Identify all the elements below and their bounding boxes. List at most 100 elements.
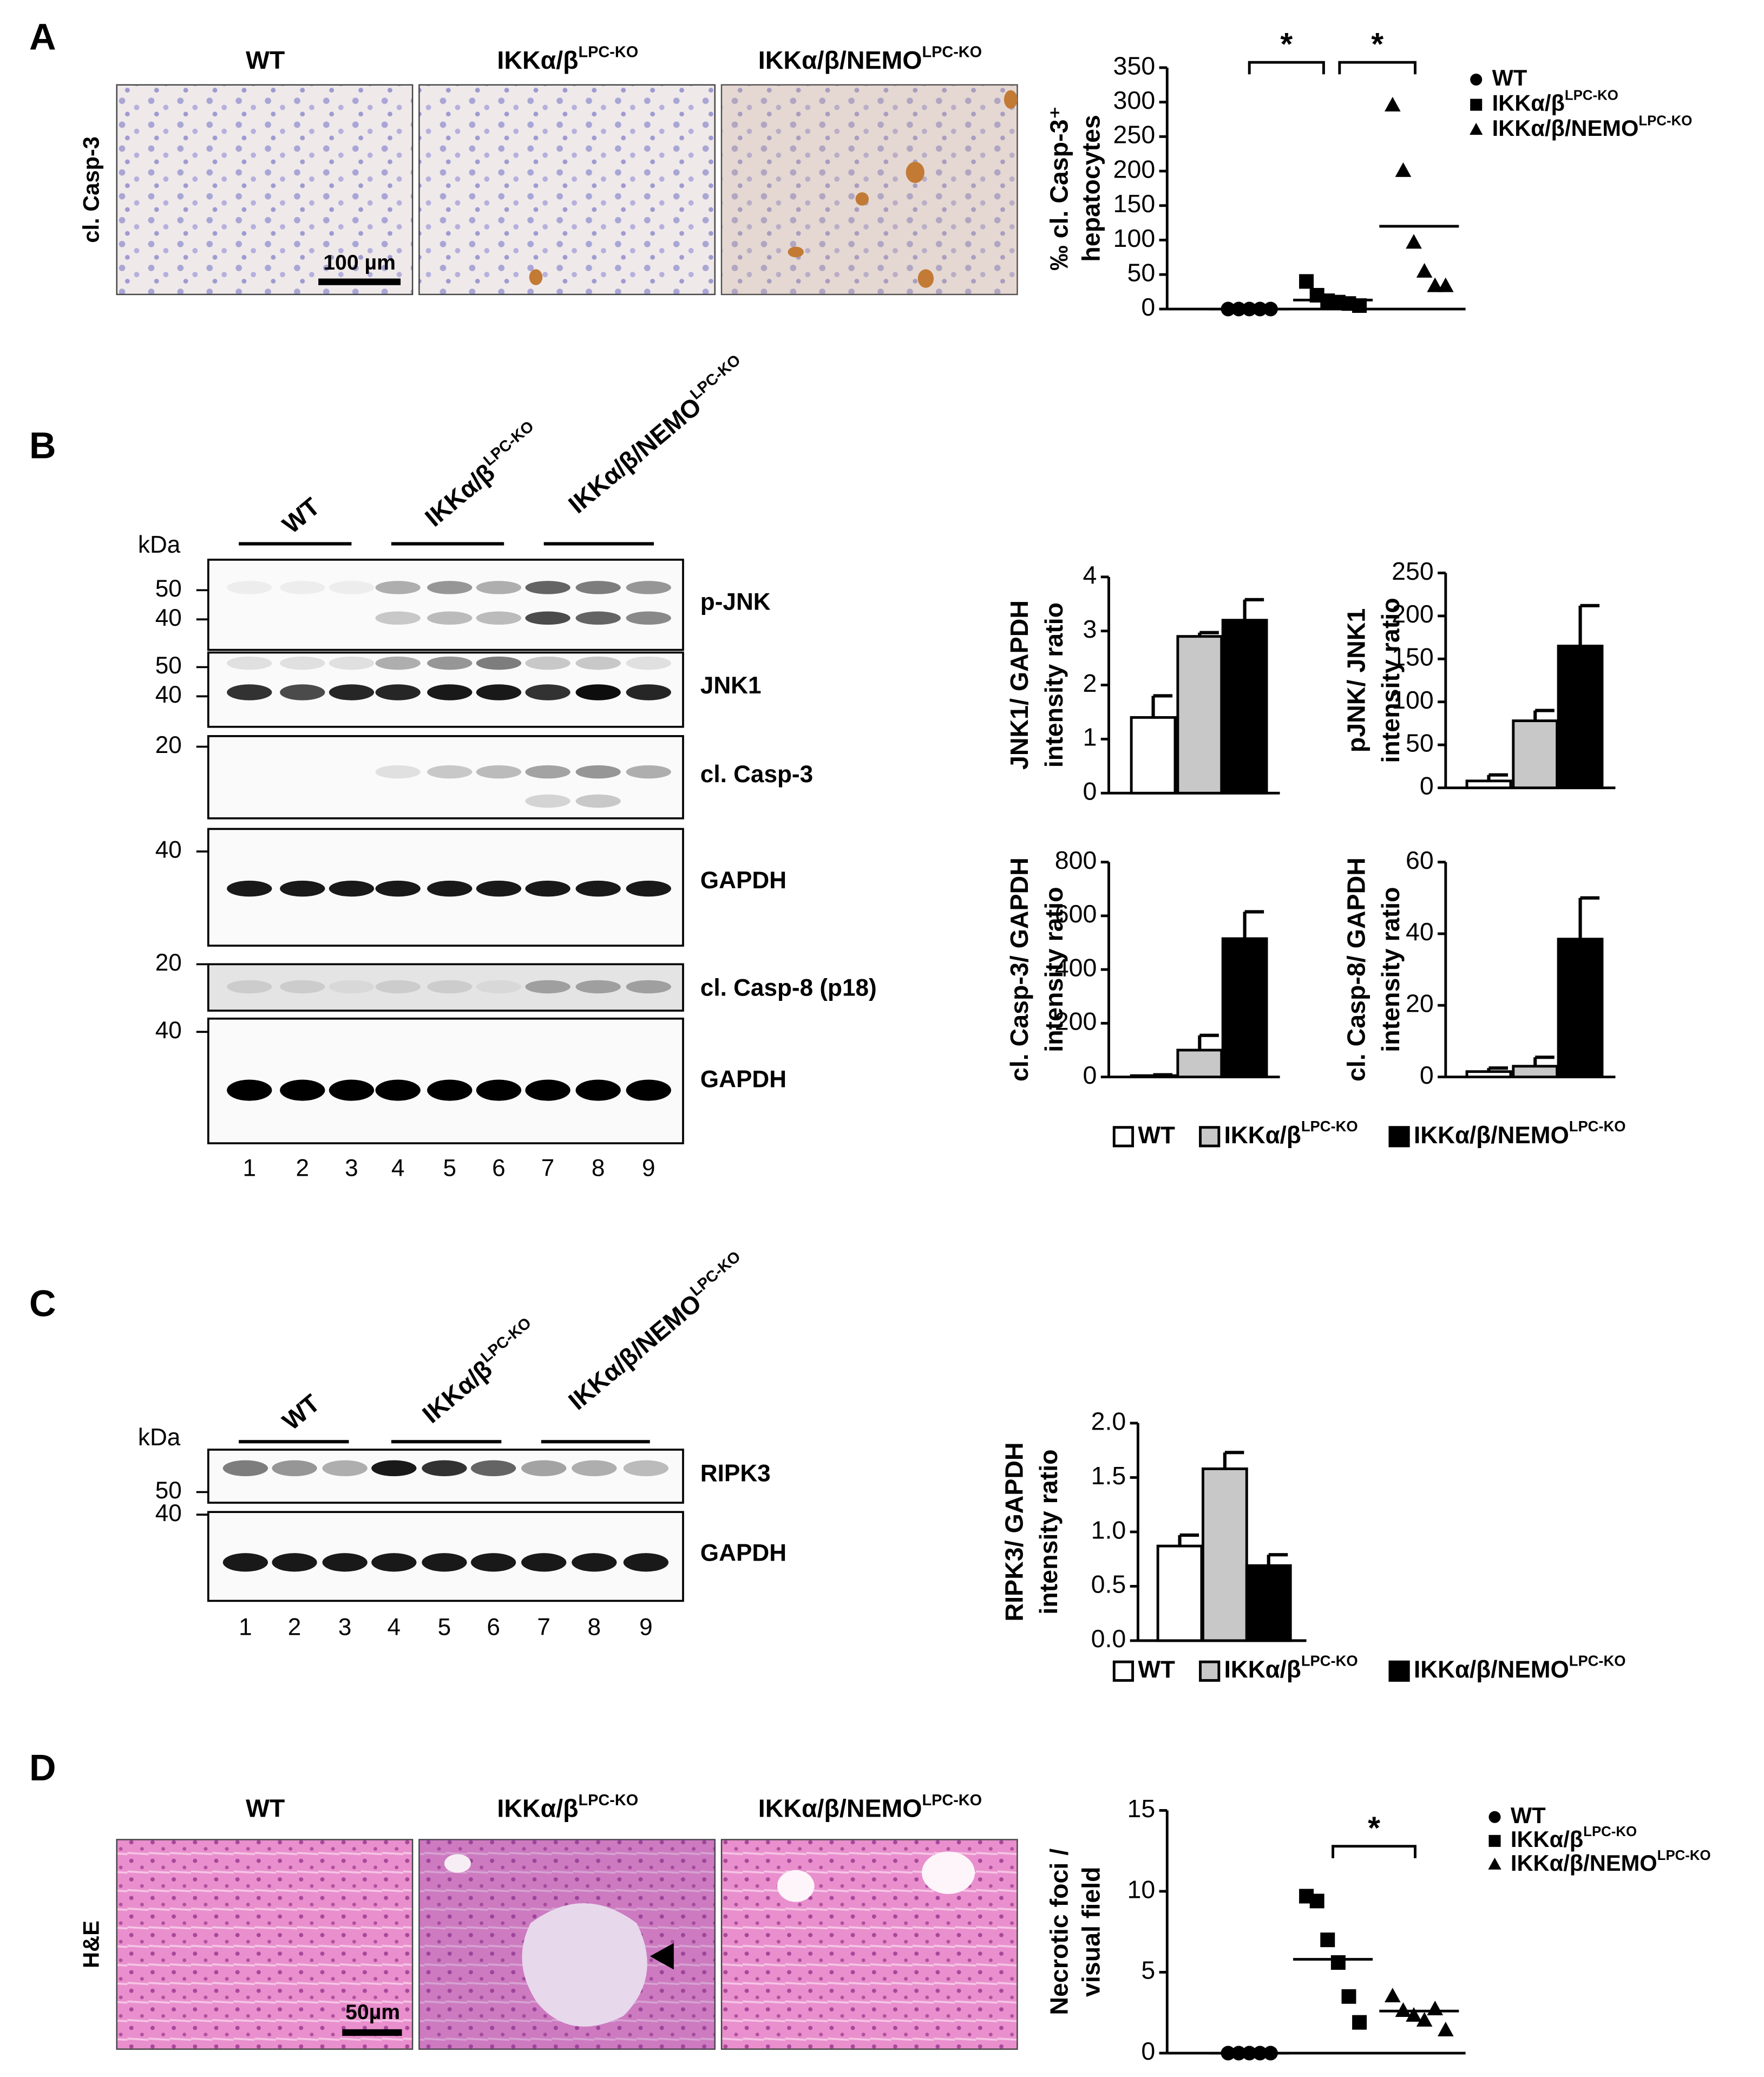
bar bbox=[1221, 619, 1268, 795]
y-tick-label: 150 bbox=[1113, 189, 1156, 218]
y-tick-label: 0.0 bbox=[1091, 1624, 1126, 1653]
lane-number: 4 bbox=[391, 1155, 405, 1182]
text-main: IKKα/β/NEMO bbox=[758, 1794, 922, 1823]
point bbox=[1488, 1857, 1501, 1870]
marker-label: 40 bbox=[155, 605, 182, 631]
y-tick-label: 0 bbox=[1083, 1061, 1097, 1089]
point bbox=[1309, 1893, 1324, 1909]
group-header: WT bbox=[277, 1389, 325, 1436]
blot-band bbox=[227, 1079, 272, 1101]
legend-label: IKKα/βLPC-KO bbox=[1224, 1653, 1358, 1683]
point bbox=[1385, 1988, 1401, 2003]
blot-band bbox=[470, 1460, 516, 1477]
protein-label: RIPK3 bbox=[700, 1460, 771, 1486]
y-axis-label: Necrotic foci / bbox=[1045, 1849, 1073, 2015]
point bbox=[1438, 277, 1454, 292]
blot-band bbox=[427, 880, 473, 897]
text-main: IKKα/β bbox=[417, 1355, 497, 1429]
micrograph bbox=[720, 84, 1018, 296]
blot-band bbox=[329, 1079, 375, 1101]
marker-label: 50 bbox=[155, 575, 182, 602]
necrotic-focus bbox=[522, 1903, 647, 2027]
marker-label: 50 bbox=[155, 652, 182, 679]
blot-band bbox=[525, 684, 570, 700]
y-axis-label: intensity ratio bbox=[1034, 1449, 1063, 1614]
scale-bar bbox=[342, 2029, 402, 2036]
lane-number: 7 bbox=[541, 1155, 555, 1182]
group-header: WT bbox=[277, 493, 325, 539]
point bbox=[1330, 1955, 1346, 1970]
text-sup: LPC-KO bbox=[1301, 1118, 1358, 1135]
text-main: IKKα/β bbox=[1224, 1656, 1301, 1683]
lane-number: 6 bbox=[492, 1155, 506, 1182]
lane-number: 1 bbox=[242, 1155, 256, 1182]
y-tick-label: 1 bbox=[1083, 723, 1097, 751]
blot-band bbox=[222, 1553, 268, 1572]
lane-number: 5 bbox=[438, 1614, 451, 1640]
blot-band bbox=[626, 581, 671, 594]
text-sup: LPC-KO bbox=[480, 417, 537, 469]
panel-label: D bbox=[29, 1747, 56, 1788]
y-axis-label: pJNK/ JNK1 bbox=[1342, 608, 1370, 752]
point bbox=[1406, 2007, 1422, 2022]
blot-band bbox=[375, 684, 421, 700]
y-tick-label: 800 bbox=[1055, 846, 1097, 874]
blot-band bbox=[476, 581, 522, 594]
text-sup: LPC-KO bbox=[1301, 1653, 1358, 1669]
y-axis-label: intensity ratio bbox=[1376, 598, 1405, 763]
blot-band bbox=[525, 1079, 570, 1101]
micrographs-a bbox=[116, 84, 1018, 296]
blot-band bbox=[623, 1460, 669, 1477]
panel-label: A bbox=[29, 16, 56, 58]
text-main: WT bbox=[277, 1389, 325, 1436]
y-tick-label: 0 bbox=[1141, 293, 1155, 321]
point bbox=[1470, 122, 1483, 135]
blot-band bbox=[525, 656, 570, 670]
point bbox=[1299, 274, 1314, 289]
bar bbox=[1557, 644, 1604, 789]
y-axis-label: intensity ratio bbox=[1376, 887, 1405, 1052]
blot-band bbox=[227, 581, 272, 594]
y-tick-label: 200 bbox=[1055, 1007, 1097, 1036]
point bbox=[1488, 1811, 1501, 1823]
point bbox=[1416, 2012, 1433, 2027]
blot-band bbox=[575, 611, 621, 625]
bar bbox=[1465, 1070, 1512, 1079]
blot-band bbox=[227, 880, 272, 897]
text-sup: LPC-KO bbox=[1638, 113, 1692, 128]
column-header: WT bbox=[246, 46, 285, 74]
blot-band bbox=[572, 1553, 617, 1572]
blot-band bbox=[375, 980, 421, 994]
y-tick-label: 15 bbox=[1127, 1794, 1155, 1823]
vessel bbox=[922, 1851, 975, 1894]
point bbox=[1427, 277, 1444, 292]
y-tick-label: 20 bbox=[1406, 990, 1434, 1018]
bar bbox=[1221, 937, 1268, 1079]
blot-band bbox=[525, 880, 570, 897]
bar bbox=[1201, 1467, 1248, 1642]
blot-band bbox=[525, 980, 570, 994]
text-main: IKKα/β bbox=[497, 46, 578, 74]
blot-band bbox=[525, 611, 570, 625]
stain-spot bbox=[855, 192, 869, 206]
blot-band bbox=[280, 684, 325, 700]
micrographs-d bbox=[116, 1839, 1018, 2050]
significance-bracket bbox=[1248, 61, 1325, 75]
lane-number: 3 bbox=[338, 1614, 352, 1640]
legend-label: IKKα/βLPC-KO bbox=[1224, 1118, 1358, 1148]
blot-band bbox=[280, 656, 325, 670]
blot-row bbox=[207, 559, 684, 651]
text-sup: LPC-KO bbox=[687, 351, 744, 403]
y-tick-label: 10 bbox=[1127, 1875, 1155, 1903]
marker-label: 40 bbox=[155, 682, 182, 708]
y-tick-label: 1.5 bbox=[1091, 1462, 1126, 1490]
y-tick-label: 2.0 bbox=[1091, 1407, 1126, 1435]
significance-label: * bbox=[1368, 1811, 1380, 1846]
blot-band bbox=[626, 611, 671, 625]
bar bbox=[1465, 779, 1512, 789]
blot-band bbox=[575, 656, 621, 670]
significance-label: * bbox=[1280, 27, 1293, 62]
text-main: IKKα/β bbox=[1492, 90, 1565, 116]
blot-band bbox=[575, 684, 621, 700]
blot-band bbox=[623, 1553, 669, 1572]
